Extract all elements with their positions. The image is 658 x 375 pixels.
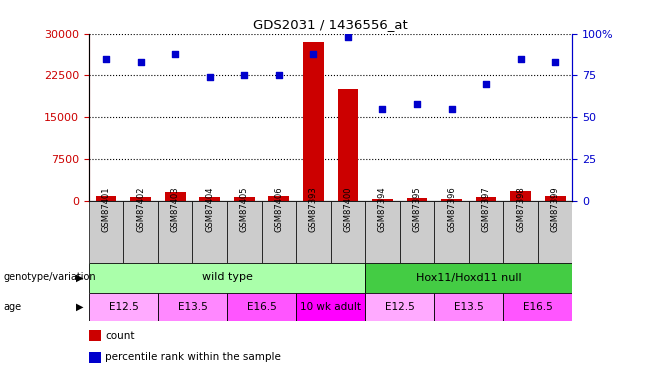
Point (136, 59, 146, 65)
Point (446, 106, 457, 112)
Bar (441, 199, 462, 201)
Bar (262, 201, 296, 262)
Bar (89, 262, 365, 292)
Bar (158, 292, 227, 321)
Text: wild type: wild type (201, 273, 253, 282)
Bar (192, 201, 227, 262)
Bar (89, 201, 124, 262)
Text: GSM87400: GSM87400 (343, 186, 353, 231)
Bar (164, 192, 186, 201)
Text: count: count (105, 331, 135, 340)
Bar (476, 197, 496, 201)
Bar (510, 190, 531, 201)
Bar (365, 201, 400, 262)
Bar (434, 292, 503, 321)
Text: GSM87403: GSM87403 (170, 186, 180, 231)
Bar (130, 197, 151, 201)
Bar (503, 201, 538, 262)
Text: GSM87398: GSM87398 (516, 186, 525, 231)
Text: percentile rank within the sample: percentile rank within the sample (105, 352, 281, 362)
Point (205, 74, 215, 80)
Text: genotype/variation: genotype/variation (3, 273, 96, 282)
Bar (330, 201, 365, 262)
Text: E12.5: E12.5 (385, 302, 415, 312)
Text: ▶: ▶ (76, 302, 83, 312)
Bar (227, 201, 262, 262)
Text: GSM87406: GSM87406 (274, 186, 284, 231)
Point (377, 106, 388, 112)
Point (101, 56, 111, 62)
Bar (503, 292, 572, 321)
Text: 10 wk adult: 10 wk adult (300, 302, 361, 312)
Text: E12.5: E12.5 (109, 302, 138, 312)
Bar (434, 201, 468, 262)
Text: GSM87401: GSM87401 (101, 186, 111, 231)
Bar (124, 201, 158, 262)
Text: GSM87399: GSM87399 (551, 186, 560, 231)
Text: GSM87397: GSM87397 (482, 186, 491, 231)
Point (239, 72, 249, 78)
Point (412, 101, 422, 107)
Point (343, 34, 353, 40)
Bar (234, 197, 255, 201)
Bar (407, 198, 427, 201)
Bar (365, 292, 434, 321)
Text: E16.5: E16.5 (523, 302, 553, 312)
Text: GSM87393: GSM87393 (309, 186, 318, 231)
Bar (365, 262, 572, 292)
Text: GSM87404: GSM87404 (205, 186, 215, 231)
Bar (158, 201, 192, 262)
Bar (399, 201, 434, 262)
Title: GDS2031 / 1436556_at: GDS2031 / 1436556_at (253, 18, 408, 31)
Text: GSM87405: GSM87405 (240, 186, 249, 231)
Point (274, 72, 284, 78)
Bar (96, 196, 116, 201)
Point (170, 51, 180, 57)
Bar (296, 292, 365, 321)
Text: GSM87395: GSM87395 (413, 186, 422, 231)
Text: ▶: ▶ (76, 273, 83, 282)
Bar (468, 201, 503, 262)
Bar (372, 199, 393, 201)
Point (481, 81, 492, 87)
Text: E13.5: E13.5 (454, 302, 484, 312)
Text: GSM87402: GSM87402 (136, 186, 145, 231)
Point (550, 59, 561, 65)
Text: E16.5: E16.5 (247, 302, 276, 312)
Bar (303, 42, 324, 201)
Text: Hox11/Hoxd11 null: Hox11/Hoxd11 null (416, 273, 522, 282)
Text: age: age (3, 302, 22, 312)
Bar (89, 292, 158, 321)
Bar (268, 196, 289, 201)
Text: GSM87396: GSM87396 (447, 186, 456, 231)
Text: GSM87394: GSM87394 (378, 186, 387, 231)
Point (308, 51, 318, 57)
Text: E13.5: E13.5 (178, 302, 207, 312)
Point (515, 56, 526, 62)
Bar (538, 201, 572, 262)
Bar (338, 89, 358, 201)
Bar (296, 201, 330, 262)
Bar (545, 196, 565, 201)
Bar (199, 197, 220, 201)
Bar (227, 292, 296, 321)
